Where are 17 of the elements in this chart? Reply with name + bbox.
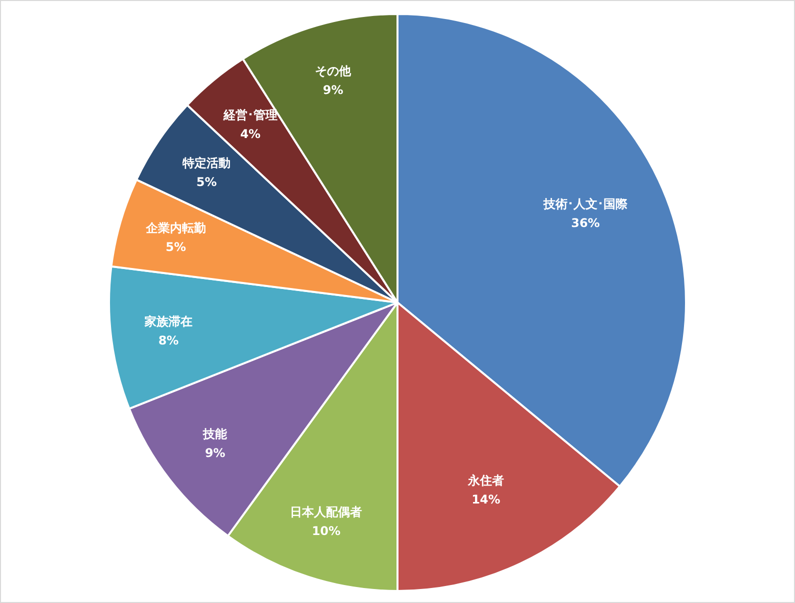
slice-label: 企業内転勤 [144, 221, 206, 236]
data-label: 36% [571, 216, 600, 230]
slice-label: 特定活動 [182, 156, 231, 170]
data-label: 10% [312, 524, 341, 538]
slice-label: 技能 [202, 427, 228, 442]
data-label: 5% [166, 240, 186, 254]
slice-label: 技術･人文･国際 [542, 197, 628, 212]
data-label: 9% [322, 82, 344, 97]
slice-label: 日本人配偶者 [290, 505, 362, 520]
slice-label: 家族滞在 [144, 314, 193, 329]
slice-label: 永住者 [466, 474, 504, 488]
data-label: 8% [158, 334, 179, 348]
data-label: 5% [196, 174, 217, 189]
data-label: 14% [472, 492, 500, 507]
data-label: 9% [204, 446, 226, 460]
data-label: 4% [240, 126, 261, 141]
slice-label: その他 [315, 64, 352, 78]
